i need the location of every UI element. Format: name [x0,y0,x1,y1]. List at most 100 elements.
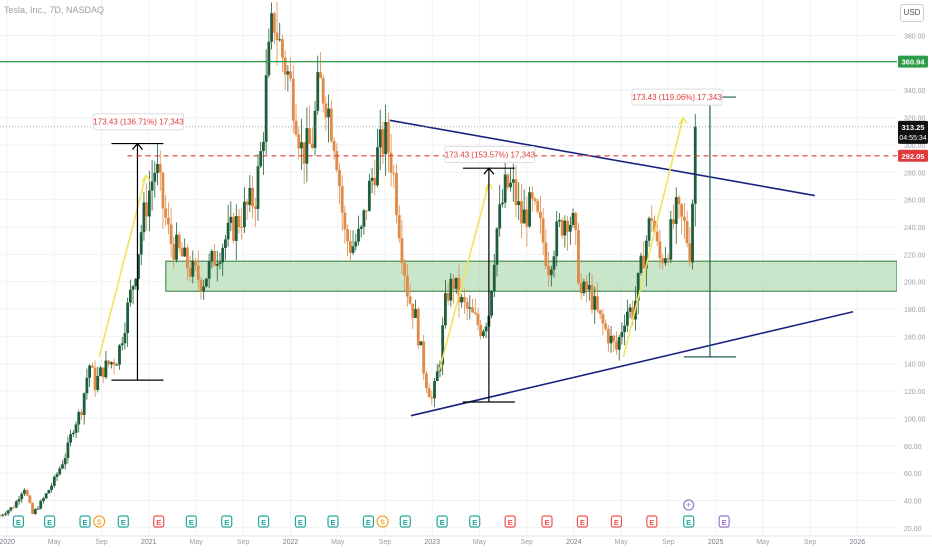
candle-body [422,341,426,374]
earnings-badge[interactable] [610,515,623,528]
dividend-badge[interactable] [93,515,106,528]
time-tick-label: 2023 [424,539,440,546]
price-tick-label: 220.00 [904,252,926,259]
candle-body [403,262,407,276]
candle-body [601,314,605,324]
candle-body [96,375,100,390]
candle-body [161,172,165,209]
candle-body [77,412,81,425]
candle-body [278,39,282,41]
candle-body [69,434,73,443]
candle-body [582,281,586,294]
candle-body [446,293,450,301]
candle-body [528,192,531,227]
candle-body [172,243,176,260]
candle-body [454,277,458,289]
time-tick-label: Sep [804,539,817,546]
earnings-badge[interactable] [117,515,129,528]
earnings-badge[interactable] [221,515,233,528]
resistance-price-tag[interactable] [898,55,928,68]
time-tick-label: May [473,539,487,546]
candle-body [139,232,143,255]
candle-body [639,255,643,273]
candle-body [533,198,537,201]
time-tick-label: 2024 [566,539,582,546]
price-tick-label: 180.00 [904,307,926,314]
earnings-badge-glyph: E [614,518,619,527]
candle-body [685,220,689,244]
price-tick-label: 100.00 [904,416,926,423]
time-tick-label: May [48,539,62,546]
candle-body [416,309,420,346]
candle-body [587,285,591,290]
price-tick-label: 40.00 [904,498,922,505]
earnings-badge[interactable] [718,515,730,528]
earnings-badge[interactable] [12,515,25,528]
candle-body [598,310,602,315]
candle-body [392,172,396,174]
earnings-badge[interactable] [43,515,56,528]
candle-body [476,313,480,325]
projection-arrow[interactable] [438,183,490,371]
earnings-badge[interactable] [436,515,448,528]
candle-body [405,275,409,297]
candle-body [12,507,15,509]
earnings-badge[interactable] [576,515,589,528]
descending-trendline[interactable] [389,119,815,197]
ascending-trendline[interactable] [410,310,854,417]
earnings-badge[interactable] [504,515,516,528]
earnings-badge[interactable] [185,515,197,528]
candle-body [36,508,40,510]
candle-body [606,328,610,344]
earnings-badge[interactable] [294,515,307,528]
projection-arrow[interactable] [622,117,684,358]
candle-body [386,121,390,153]
earnings-badge[interactable] [469,515,481,528]
candle-body [378,129,382,148]
earnings-badge-glyph: E [403,518,408,527]
earnings-badge[interactable] [257,515,270,528]
last-price-tag[interactable] [898,120,928,144]
currency-button[interactable]: USD [900,4,924,22]
earnings-badge[interactable] [683,515,695,528]
price-tick-label: 340.00 [904,88,926,95]
dividend-badge[interactable] [376,515,389,528]
candle-body [272,13,276,33]
earnings-badge[interactable] [362,515,375,528]
candle-body [338,170,341,187]
time-tick-label: Sep [237,539,250,546]
add-event-glyph: + [686,500,691,510]
candle-body [669,219,673,260]
dashed-price-tag[interactable] [898,149,928,162]
price-tick-label: 80.00 [904,444,922,451]
symbol-title: Tesla, Inc., 7D, NASDAQ [4,5,105,15]
earnings-badge-glyph: E [722,518,727,527]
earnings-badge[interactable] [79,515,91,528]
earnings-badge[interactable] [541,515,553,528]
candle-body [604,323,608,329]
earnings-badge[interactable] [153,515,165,528]
candle-body [262,141,265,152]
candle-body [55,474,59,477]
candle-body [226,222,230,240]
time-tick-label: 2020 [0,539,15,546]
candle-body [555,221,559,257]
price-tick-label: 20.00 [904,526,922,533]
projection-arrow[interactable] [98,174,147,358]
candle-body [234,215,238,241]
measure-arrowhead [483,167,495,175]
support-zone-rect[interactable] [165,260,898,292]
candle-body [319,72,322,79]
candle-body [324,103,328,118]
candle-body [585,281,589,290]
earnings-badge[interactable] [646,515,658,528]
candle-body [82,393,86,415]
earnings-badge[interactable] [399,515,411,528]
candle-body [42,498,45,501]
earnings-badge[interactable] [327,515,339,528]
candle-body [109,362,113,365]
measure-label-box [92,113,184,131]
candle-body [66,442,70,459]
add-event-icon[interactable] [683,499,695,511]
